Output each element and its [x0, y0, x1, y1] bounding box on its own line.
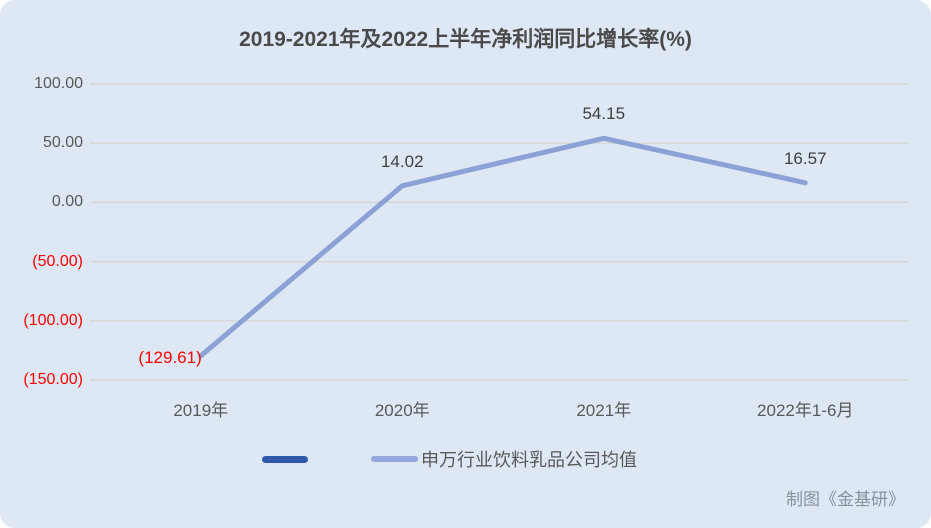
data-label: 54.15 [582, 104, 626, 124]
legend-swatch-series2 [371, 456, 418, 462]
chart-title: 2019-2021年及2022上半年净利润同比增长率(%) [239, 28, 692, 51]
credit-text: 制图《金基研》 [786, 490, 905, 509]
y-axis-tick-label: 0.00 [51, 193, 83, 211]
y-axis-tick-label: (50.00) [32, 252, 83, 270]
legend: 申万行业饮料乳品公司均值 [262, 449, 637, 470]
y-axis-tick-label: (150.00) [23, 371, 83, 388]
y-axis-tick-label: 50.00 [42, 134, 83, 152]
data-label: 14.02 [380, 151, 424, 171]
x-axis-tick-label: 2019年 [173, 401, 229, 420]
series-line [198, 135, 808, 359]
legend-spacer [308, 459, 371, 460]
data-label: (129.61) [138, 347, 202, 367]
x-axis-tick-label: 2020年 [374, 401, 430, 420]
x-axis-tick-label: 2022年1-6月 [757, 401, 854, 420]
x-axis-tick-label: 2021年 [576, 401, 632, 420]
data-label: 16.57 [783, 148, 827, 168]
legend-swatch-series1 [262, 455, 308, 463]
y-axis-tick-label: 100.00 [34, 75, 83, 92]
legend-label: 申万行业饮料乳品公司均值 [421, 450, 637, 470]
y-axis-tick-label: (100.00) [23, 311, 83, 329]
